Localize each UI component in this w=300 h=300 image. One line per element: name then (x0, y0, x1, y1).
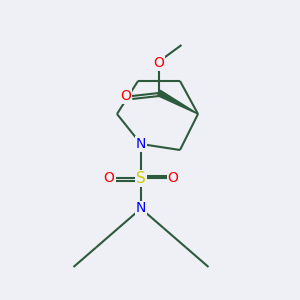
Text: O: O (154, 56, 164, 70)
Text: O: O (103, 172, 114, 185)
Text: O: O (168, 172, 178, 185)
Text: N: N (136, 202, 146, 215)
Text: S: S (136, 171, 146, 186)
Polygon shape (158, 90, 198, 114)
Text: N: N (136, 137, 146, 151)
Text: O: O (121, 89, 131, 103)
